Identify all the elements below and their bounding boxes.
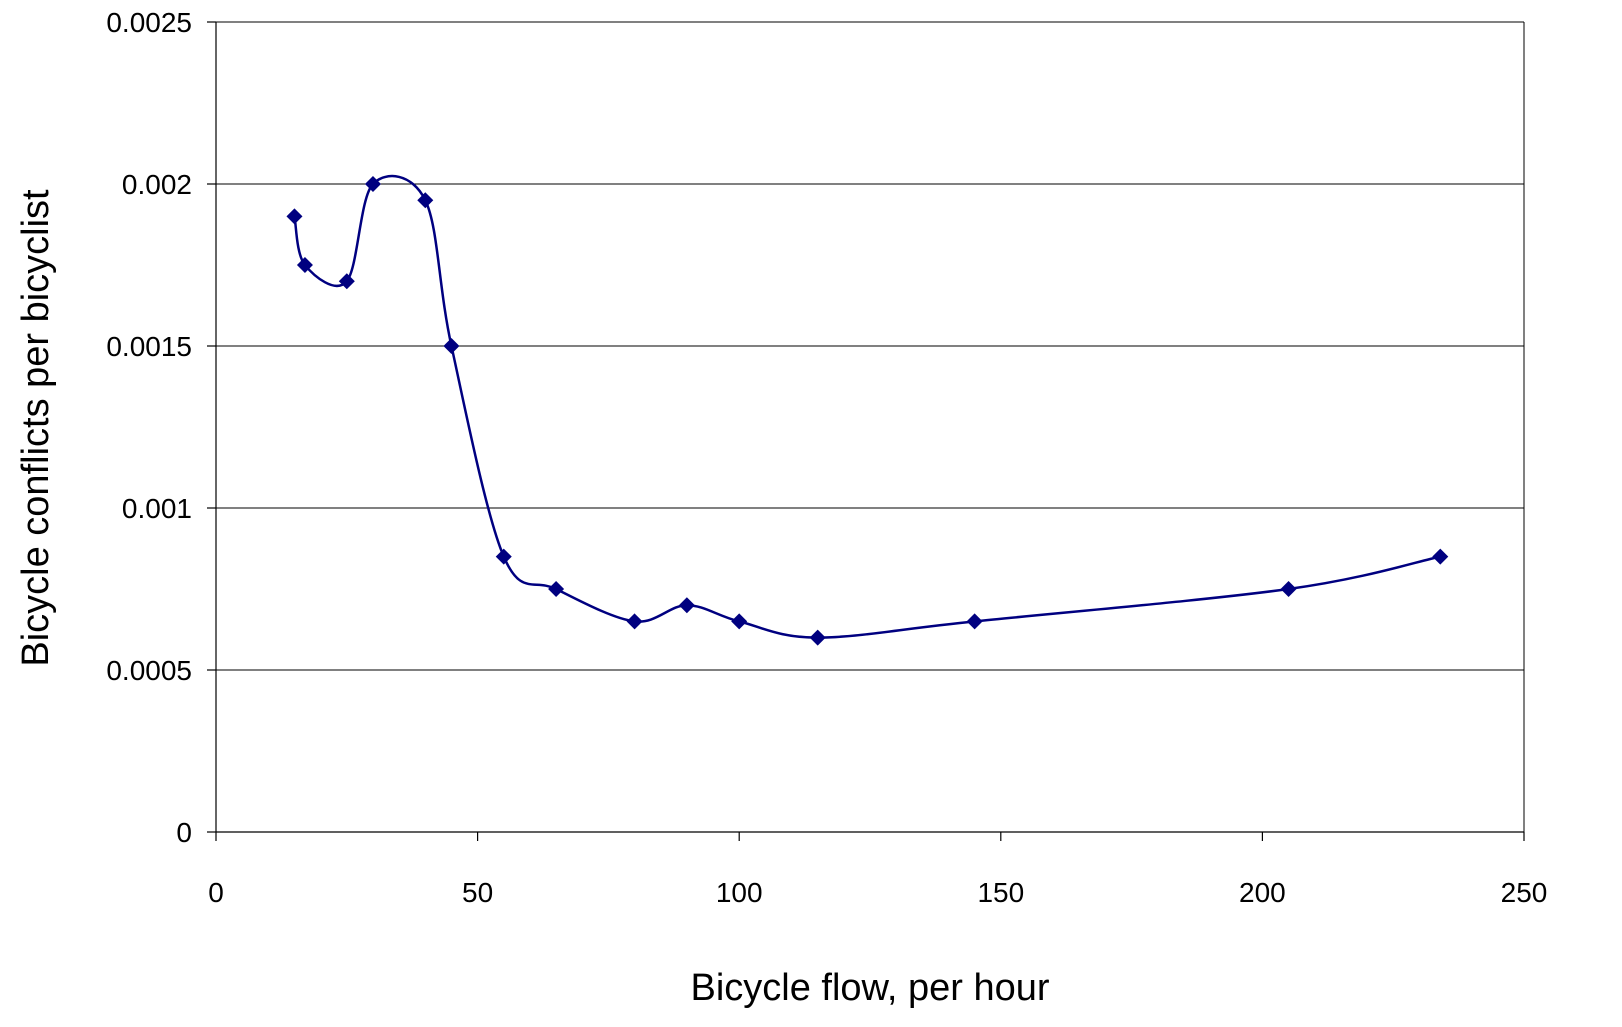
x-tick-label: 50 <box>462 877 493 908</box>
x-tick-label: 150 <box>977 877 1024 908</box>
data-point-marker <box>1432 548 1449 565</box>
data-point-marker <box>495 548 512 565</box>
data-point-marker <box>966 613 983 630</box>
x-tick-label: 100 <box>716 877 763 908</box>
y-tick-label: 0.0025 <box>106 7 192 38</box>
data-point-marker <box>443 338 460 354</box>
data-point-marker <box>1280 581 1297 597</box>
axes <box>207 21 1525 841</box>
series-line <box>293 174 1441 639</box>
data-point-marker <box>626 613 643 630</box>
y-tick-label: 0.002 <box>122 169 192 200</box>
x-axis-title: Bicycle flow, per hour <box>690 967 1049 1009</box>
x-tick-label: 250 <box>1501 877 1548 908</box>
data-point-marker <box>296 257 313 273</box>
data-point-marker <box>809 629 826 646</box>
data-point-marker <box>286 208 303 225</box>
y-tick-label: 0 <box>176 817 192 848</box>
x-tick-label: 200 <box>1239 877 1286 908</box>
y-axis-title: Bicycle conflicts per bicyclist <box>15 189 57 667</box>
data-point-marker <box>364 176 381 192</box>
data-point-marker <box>678 597 695 614</box>
data-point-marker <box>731 613 748 630</box>
x-tick-label: 0 <box>208 877 224 908</box>
data-point-marker <box>338 273 355 290</box>
y-tick-label: 0.0005 <box>106 655 192 686</box>
data-point-marker <box>548 581 565 597</box>
y-tick-label: 0.001 <box>122 493 192 524</box>
y-tick-label: 0.0015 <box>106 331 192 362</box>
gridlines <box>216 21 1524 671</box>
y-tick-labels: 0 0.0005 0.001 0.0015 0.002 0.0025 <box>106 7 192 848</box>
x-tick-labels: 0 50 100 150 200 250 <box>208 877 1547 908</box>
data-point-marker <box>417 192 434 209</box>
data-markers <box>286 176 1449 646</box>
